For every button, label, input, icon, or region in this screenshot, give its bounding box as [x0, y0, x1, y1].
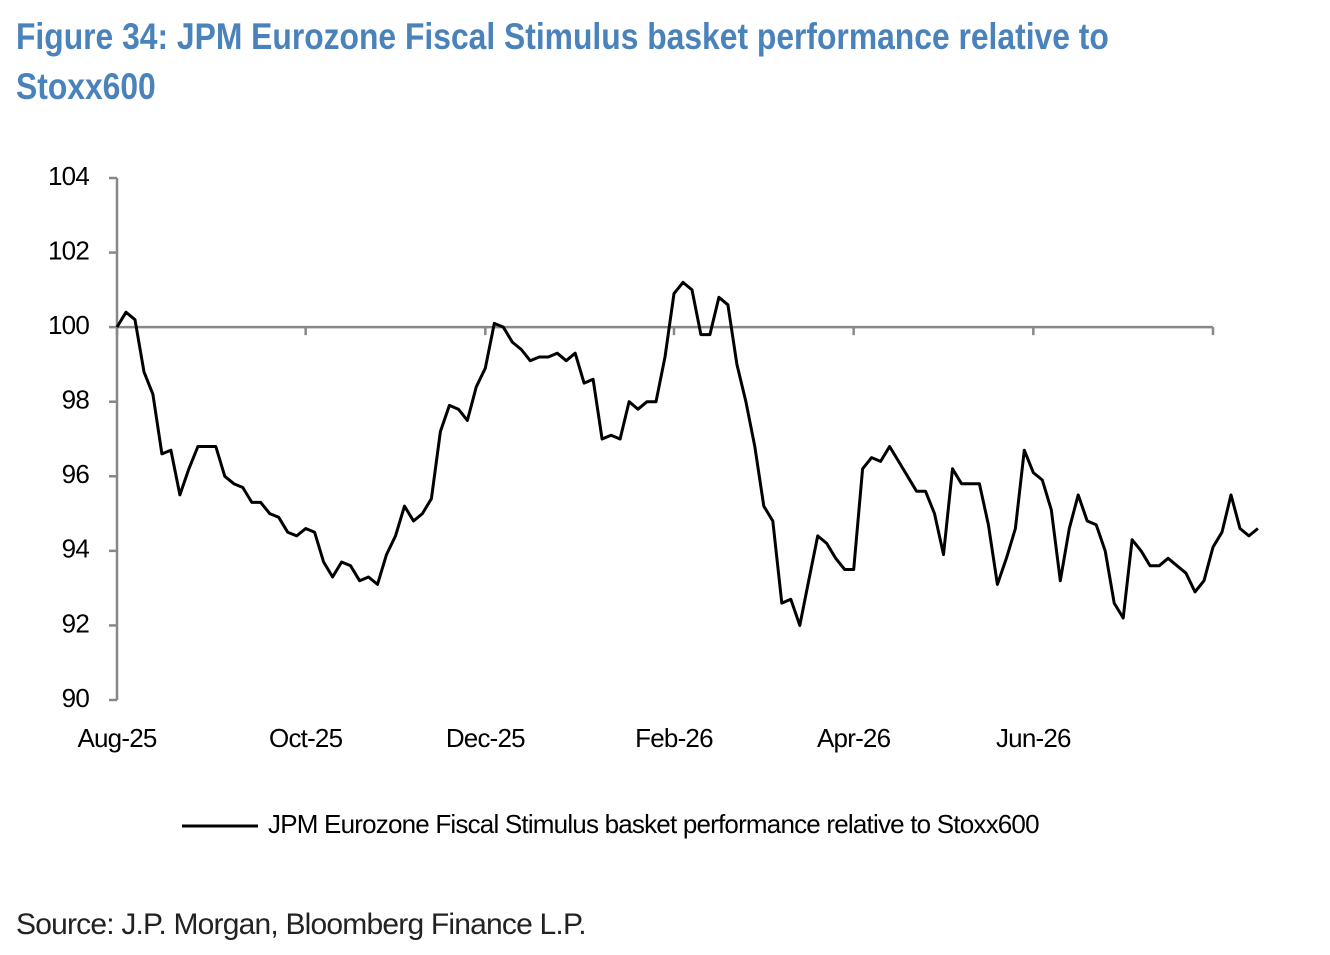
- x-tick-label: Apr-26: [817, 723, 891, 753]
- y-tick-label: 102: [48, 235, 89, 265]
- y-tick-label: 96: [62, 459, 90, 489]
- source-note: Source: J.P. Morgan, Bloomberg Finance L…: [16, 908, 587, 941]
- y-tick-label: 92: [62, 608, 90, 638]
- x-tick-label: Jun-26: [996, 723, 1071, 753]
- x-tick-label: Feb-26: [635, 723, 713, 753]
- data-line: [115, 280, 1259, 627]
- y-tick-label: 100: [48, 310, 89, 340]
- y-tick-label: 94: [62, 534, 90, 564]
- y-tick-label: 98: [62, 385, 90, 415]
- x-tick-label: Dec-25: [446, 723, 525, 753]
- legend-label: JPM Eurozone Fiscal Stimulus basket perf…: [268, 809, 1039, 839]
- x-tick-label: Oct-25: [269, 723, 343, 753]
- y-tick-label: 104: [48, 161, 89, 191]
- y-tick-label: 90: [62, 683, 90, 713]
- chart-title: Figure 34: JPM Eurozone Fiscal Stimulus …: [16, 16, 1109, 107]
- x-tick-label: Aug-25: [77, 723, 156, 753]
